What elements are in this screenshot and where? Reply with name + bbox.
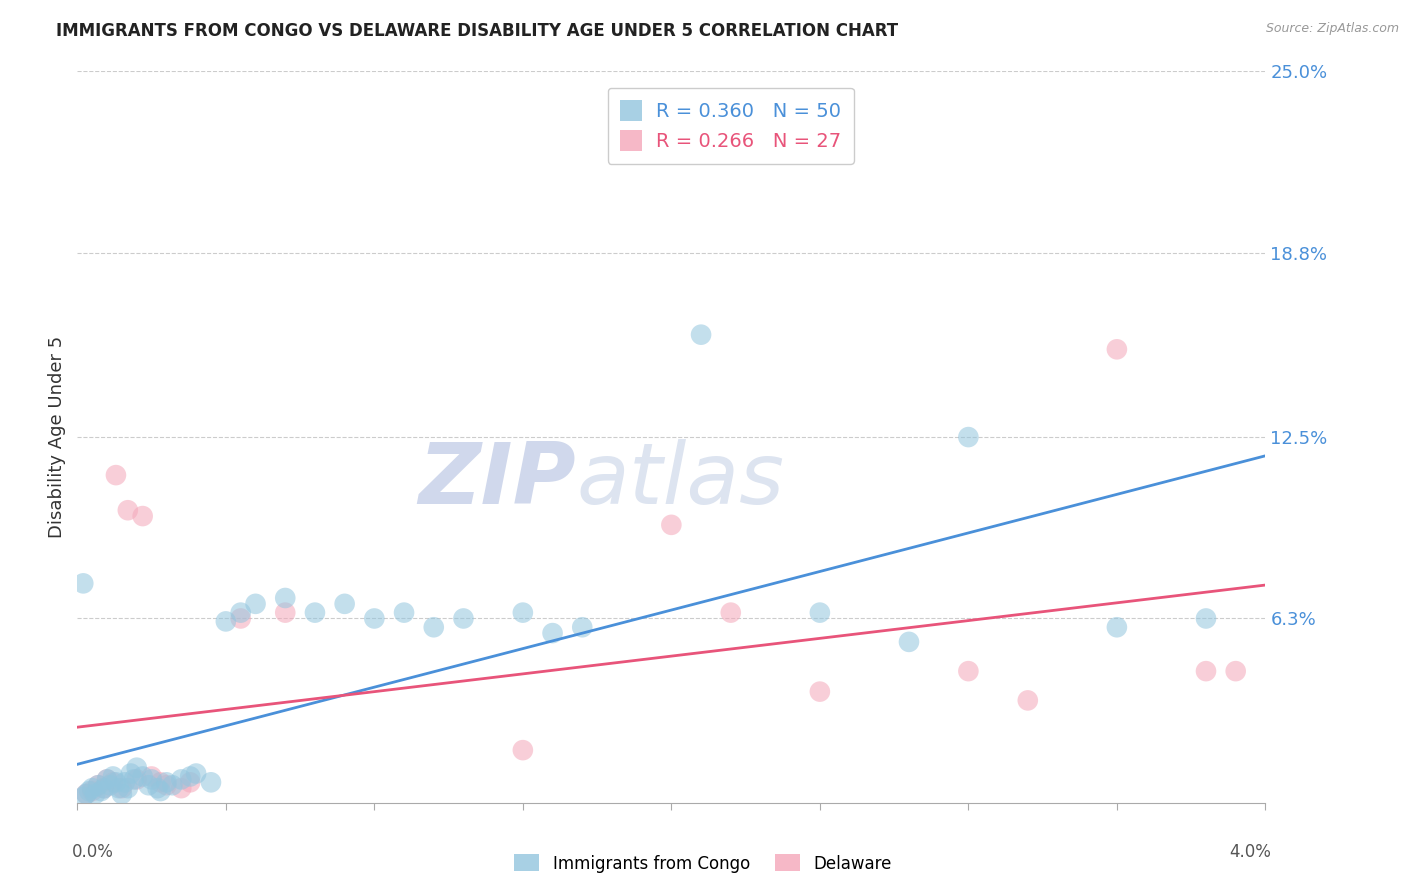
Point — [72, 789, 94, 804]
Point — [93, 781, 115, 796]
Point — [957, 430, 980, 444]
Point — [155, 778, 177, 792]
Point — [131, 509, 153, 524]
Point — [111, 781, 134, 796]
Text: atlas: atlas — [576, 440, 785, 523]
Point — [179, 769, 201, 783]
Point — [122, 772, 145, 787]
Point — [117, 781, 139, 796]
Y-axis label: Disability Age Under 5: Disability Age Under 5 — [48, 336, 66, 538]
Point — [186, 766, 208, 780]
Point — [149, 784, 172, 798]
Point — [82, 784, 104, 798]
Point — [541, 626, 564, 640]
Point — [274, 591, 297, 605]
Point — [96, 772, 118, 787]
Point — [1105, 343, 1128, 357]
Point — [304, 606, 326, 620]
Point — [77, 784, 100, 798]
Point — [392, 606, 415, 620]
Point — [111, 787, 134, 801]
Point — [512, 606, 534, 620]
Point — [75, 787, 97, 801]
Point — [87, 778, 110, 792]
Point — [125, 761, 148, 775]
Point — [512, 743, 534, 757]
Point — [571, 620, 593, 634]
Point — [146, 781, 169, 796]
Point — [229, 606, 252, 620]
Point — [93, 781, 115, 796]
Point — [98, 778, 121, 792]
Point — [108, 781, 131, 796]
Point — [229, 611, 252, 625]
Text: ZIP: ZIP — [419, 440, 576, 523]
Point — [245, 597, 267, 611]
Point — [96, 772, 118, 787]
Point — [957, 664, 980, 678]
Point — [363, 611, 385, 625]
Point — [131, 769, 153, 783]
Point — [215, 615, 238, 629]
Point — [898, 635, 921, 649]
Point — [149, 775, 172, 789]
Point — [170, 772, 193, 787]
Point — [114, 775, 136, 789]
Point — [138, 778, 160, 792]
Legend: Immigrants from Congo, Delaware: Immigrants from Congo, Delaware — [508, 847, 898, 880]
Point — [120, 766, 142, 780]
Text: Source: ZipAtlas.com: Source: ZipAtlas.com — [1265, 22, 1399, 36]
Point — [75, 787, 97, 801]
Point — [1195, 611, 1218, 625]
Text: 0.0%: 0.0% — [72, 843, 114, 861]
Point — [808, 684, 831, 698]
Point — [720, 606, 742, 620]
Point — [90, 784, 112, 798]
Point — [453, 611, 475, 625]
Point — [125, 772, 148, 787]
Point — [1105, 620, 1128, 634]
Text: IMMIGRANTS FROM CONGO VS DELAWARE DISABILITY AGE UNDER 5 CORRELATION CHART: IMMIGRANTS FROM CONGO VS DELAWARE DISABI… — [56, 22, 898, 40]
Point — [101, 769, 124, 783]
Point — [104, 468, 127, 483]
Point — [333, 597, 356, 611]
Point — [141, 769, 163, 783]
Point — [690, 327, 713, 342]
Point — [423, 620, 446, 634]
Point — [274, 606, 297, 620]
Point — [72, 576, 94, 591]
Point — [808, 606, 831, 620]
Point — [101, 775, 124, 789]
Point — [84, 787, 107, 801]
Point — [104, 775, 127, 789]
Point — [170, 781, 193, 796]
Point — [661, 517, 683, 532]
Point — [155, 775, 177, 789]
Point — [1195, 664, 1218, 678]
Point — [162, 778, 184, 792]
Point — [200, 775, 222, 789]
Point — [179, 775, 201, 789]
Point — [1017, 693, 1039, 707]
Legend: R = 0.360   N = 50, R = 0.266   N = 27: R = 0.360 N = 50, R = 0.266 N = 27 — [607, 87, 853, 164]
Point — [82, 781, 104, 796]
Point — [1225, 664, 1247, 678]
Point — [141, 772, 163, 787]
Point — [87, 778, 110, 792]
Text: 4.0%: 4.0% — [1229, 843, 1271, 861]
Point — [117, 503, 139, 517]
